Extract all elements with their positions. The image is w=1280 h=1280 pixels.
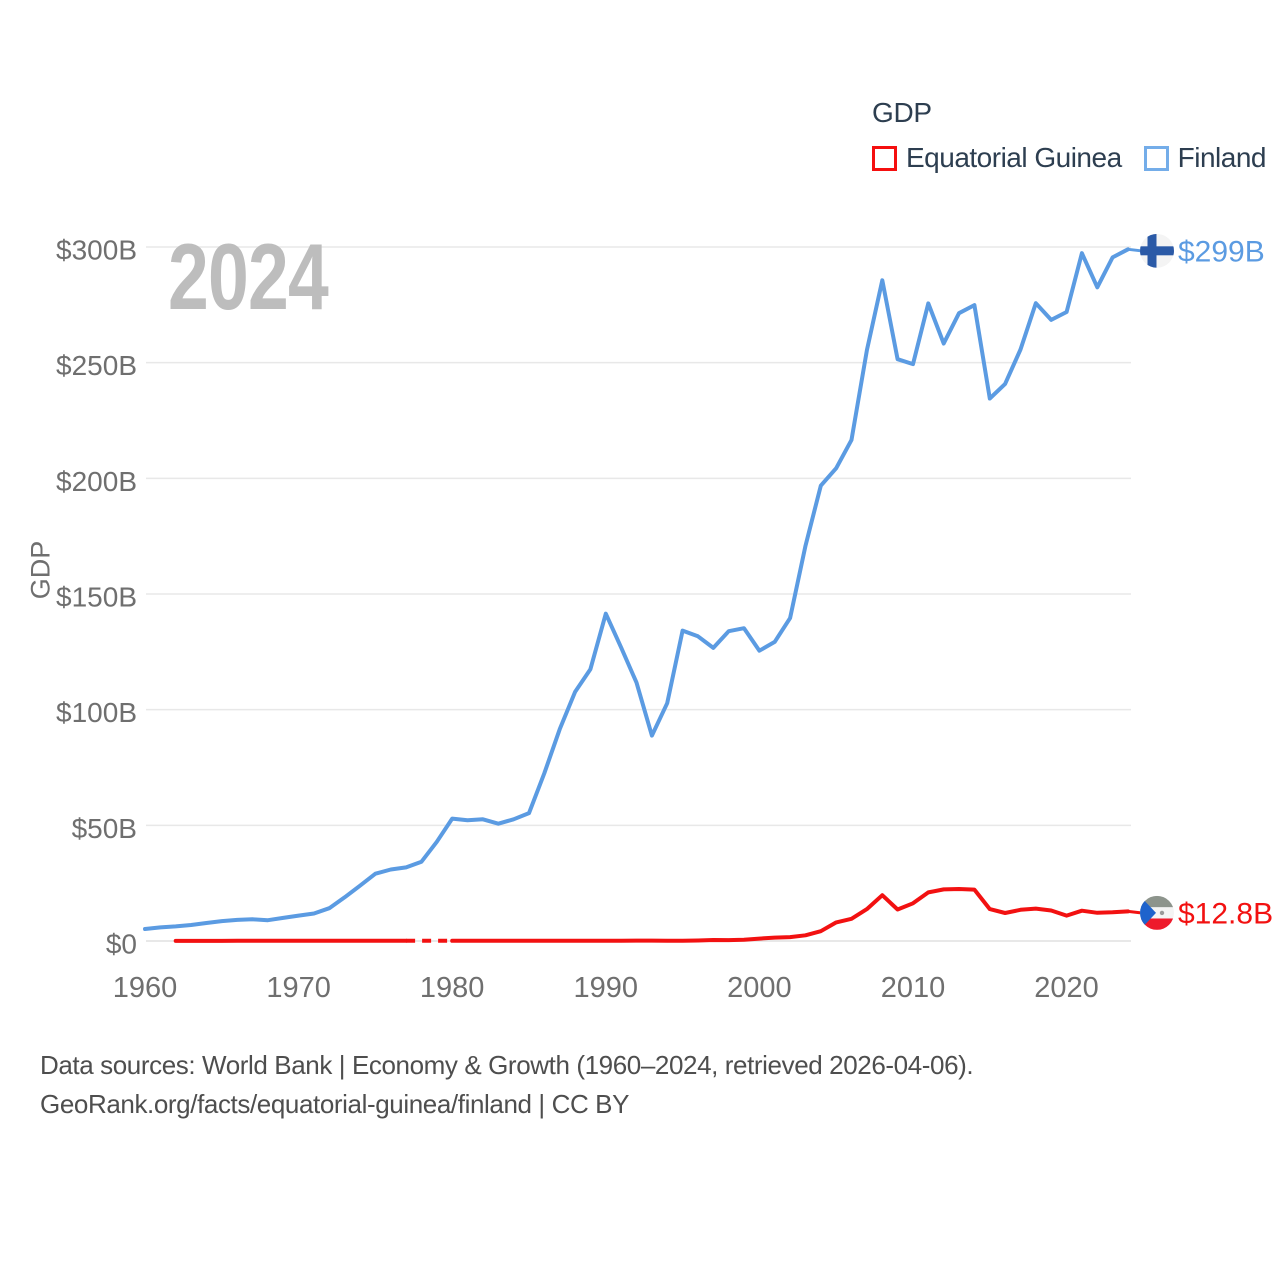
x-tick-label: 1970 — [266, 972, 331, 1004]
equatorial-guinea-line[interactable] — [450, 887, 1130, 943]
legend-items: Equatorial Guinea Finland — [872, 142, 1267, 174]
gdp-chart: $0 $50B $100B $150B $200B $250B $300B 1960 1970 1… — [0, 0, 1280, 1030]
y-tick-label: $0 — [106, 929, 137, 960]
y-tick-label: $100B — [56, 697, 137, 728]
gdp-line-chart[interactable]: $0 $50B $100B $150B $200B $250B $300B 1960 1970 1… — [0, 0, 1280, 1030]
x-tick-label: 2000 — [727, 972, 792, 1004]
x-tick-label: 1960 — [113, 972, 178, 1004]
x-tick-label: 1990 — [574, 972, 639, 1004]
legend-item-label: Finland — [1177, 142, 1267, 173]
x-tick-label: 2010 — [881, 972, 946, 1004]
finland-line[interactable] — [143, 247, 1130, 931]
footer-attribution-line: GeoRank.org/facts/equatorial-guinea/finl… — [40, 1089, 630, 1119]
legend-title: GDP — [872, 97, 932, 128]
watermark-year: 2024 — [168, 224, 329, 329]
finland-end-value-label: $299B — [1178, 235, 1265, 268]
footer: Data sources: World Bank | Economy & Gro… — [40, 1046, 974, 1124]
footer-sources-line: Data sources: World Bank | Economy & Gro… — [40, 1050, 974, 1080]
equatorial-guinea-end-connector — [1127, 909, 1142, 915]
equatorial-guinea-flag-icon — [1140, 895, 1174, 930]
x-tick-label: 1980 — [420, 972, 485, 1004]
y-tick-label: $50B — [72, 813, 137, 844]
equatorial-guinea-swatch — [872, 145, 897, 171]
legend: GDP Equatorial Guinea Finland — [872, 97, 1267, 174]
y-tick-label: $200B — [56, 466, 137, 497]
y-axis-title: GDP — [25, 540, 56, 600]
x-tick-label: 2020 — [1034, 972, 1099, 1004]
equatorial-guinea-end-value-label: $12.8B — [1178, 897, 1273, 930]
legend-item-finland[interactable]: Finland — [1143, 142, 1267, 174]
finland-swatch — [1143, 145, 1169, 171]
finland-end-connector — [1127, 247, 1142, 253]
finland-flag-icon — [1140, 233, 1174, 268]
y-tick-label: $150B — [56, 582, 137, 613]
y-tick-label: $300B — [56, 235, 137, 266]
legend-item-label: Equatorial Guinea — [906, 142, 1122, 173]
legend-item-equatorial-guinea[interactable]: Equatorial Guinea — [872, 142, 1122, 174]
y-tick-label: $250B — [56, 350, 137, 381]
